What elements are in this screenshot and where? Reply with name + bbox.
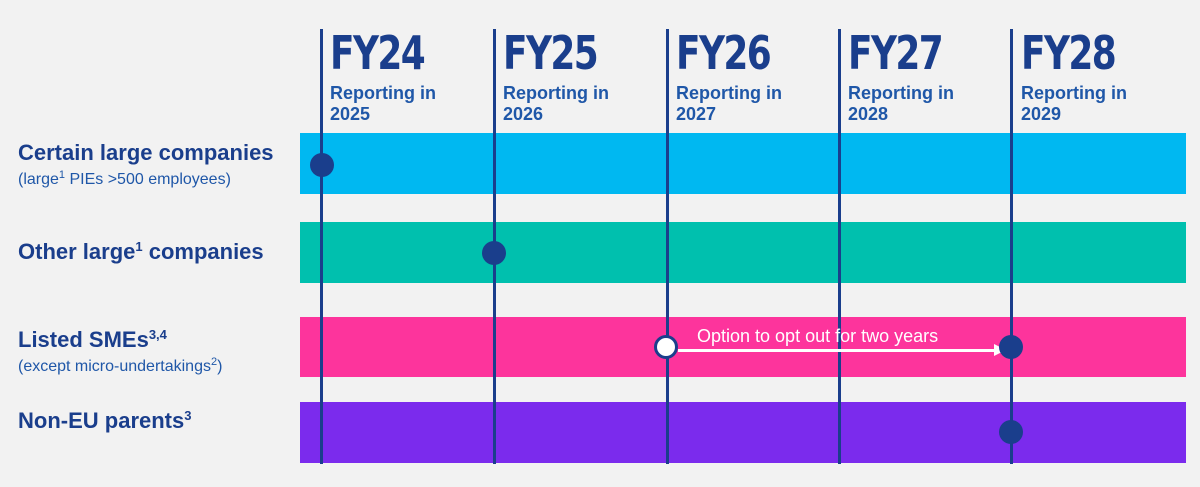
start-marker-non-eu-fy28 [999,420,1023,444]
fy-label: FY28 [1021,26,1117,80]
year-header-fy27: FY27 Reporting in 2028 [839,28,988,125]
opt-out-start-marker-smes-fy26 [654,335,678,359]
row-title: Listed SMEs3,4 [18,327,167,352]
row-title: Other large1 companies [18,239,264,264]
band-non-eu-parents [300,402,1186,463]
year-header-fy26: FY26 Reporting in 2027 [667,28,816,125]
band-certain-large-companies [300,133,1186,194]
band-other-large-companies [300,222,1186,283]
row-subtitle: (except micro-undertakings2) [18,356,223,375]
reporting-label: Reporting in 2028 [848,83,954,124]
year-header-fy24: FY24 Reporting in 2025 [321,28,470,125]
fy-label: FY25 [503,26,599,80]
reporting-label: Reporting in 2029 [1021,83,1127,124]
start-marker-other-large-fy25 [482,241,506,265]
row-label-non-eu-parents: Non-EU parents3 [18,408,191,434]
year-line-fy27 [838,29,841,464]
row-subtitle: (large1 PIEs >500 employees) [18,169,231,188]
start-marker-smes-fy28 [999,335,1023,359]
row-label-listed-smes: Listed SMEs3,4 (except micro-undertaking… [18,327,222,376]
fy-label: FY24 [330,26,426,80]
fy-label: FY26 [676,26,772,80]
year-line-fy26 [666,29,669,464]
row-label-other-large-companies: Other large1 companies [18,239,264,265]
year-header-fy28: FY28 Reporting in 2029 [1012,28,1161,125]
row-title: Non-EU parents3 [18,408,192,433]
row-label-certain-large-companies: Certain large companies (large1 PIEs >50… [18,140,274,189]
opt-out-label: Option to opt out for two years [697,326,939,346]
reporting-label: Reporting in 2027 [676,83,782,124]
row-title: Certain large companies [18,140,274,165]
year-line-fy24 [320,29,323,464]
year-header-fy25: FY25 Reporting in 2026 [494,28,643,125]
band-listed-smes [300,317,1186,377]
fy-label: FY27 [848,26,944,80]
opt-out-arrow-line [678,349,994,352]
start-marker-certain-large-fy24 [310,153,334,177]
reporting-label: Reporting in 2026 [503,83,609,124]
year-line-fy28 [1010,29,1013,464]
reporting-label: Reporting in 2025 [330,83,436,124]
